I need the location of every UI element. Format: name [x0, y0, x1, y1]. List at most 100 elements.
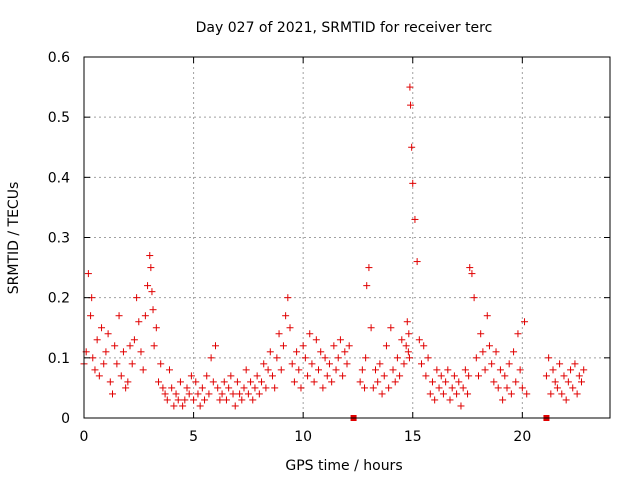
data-point: [249, 396, 257, 404]
data-point: [328, 378, 336, 386]
data-point: [408, 143, 416, 151]
data-point: [439, 390, 447, 398]
data-point: [569, 384, 577, 392]
data-point: [268, 372, 276, 380]
data-point: [413, 258, 421, 266]
data-point: [214, 384, 222, 392]
data-point: [264, 366, 272, 374]
data-point: [580, 366, 588, 374]
data-point: [455, 378, 463, 386]
data-point: [124, 378, 132, 386]
data-point: [212, 342, 219, 350]
data-point: [488, 360, 496, 368]
data-point: [273, 354, 281, 362]
data-point: [400, 360, 408, 368]
data-point: [490, 378, 498, 386]
data-point: [560, 372, 568, 380]
y-tick-label: 0.5: [48, 110, 70, 126]
data-point: [396, 372, 404, 380]
data-point: [444, 366, 452, 374]
data-point: [433, 366, 441, 374]
data-point: [141, 312, 149, 320]
data-point: [398, 336, 406, 344]
data-point: [516, 366, 524, 374]
x-tick-label: 10: [294, 429, 312, 445]
data-point: [378, 390, 386, 398]
data-point: [461, 366, 469, 374]
y-tick-label: 0: [61, 411, 70, 427]
data-point: [512, 378, 520, 386]
data-point: [407, 101, 415, 109]
data-point: [176, 378, 184, 386]
data-point: [229, 390, 237, 398]
data-point: [207, 354, 215, 362]
data-point: [483, 312, 491, 320]
data-point: [389, 366, 397, 374]
data-point: [279, 342, 287, 350]
data-point: [442, 378, 450, 386]
data-point: [363, 282, 371, 290]
data-point: [288, 360, 296, 368]
data-point: [371, 366, 379, 374]
data-point: [100, 360, 108, 368]
data-point: [216, 396, 224, 404]
data-point: [567, 366, 575, 374]
data-point: [95, 372, 103, 380]
data-point: [521, 318, 529, 326]
data-point: [247, 378, 255, 386]
data-point: [275, 330, 283, 338]
data-point: [147, 264, 155, 272]
data-point: [334, 354, 342, 362]
data-point: [573, 390, 581, 398]
data-point: [420, 342, 428, 350]
y-axis-label: SRMTID / TECUs: [6, 182, 22, 295]
data-point: [317, 348, 325, 356]
y-tick-label: 0.6: [48, 50, 70, 66]
data-point: [222, 396, 230, 404]
data-point: [187, 372, 195, 380]
x-tick-label: 15: [404, 429, 422, 445]
y-tick-label: 0.1: [48, 351, 70, 367]
data-point: [575, 372, 583, 380]
data-point: [84, 270, 92, 278]
data-point: [253, 372, 261, 380]
data-point: [428, 378, 436, 386]
data-point: [496, 366, 504, 374]
data-point: [312, 336, 320, 344]
data-point: [405, 354, 413, 362]
data-point: [190, 396, 198, 404]
data-point: [564, 378, 572, 386]
data-point: [108, 390, 116, 398]
data-point: [181, 396, 189, 404]
data-point: [330, 342, 338, 350]
data-point: [415, 336, 423, 344]
data-point: [179, 402, 187, 410]
data-point: [403, 318, 411, 326]
data-point: [382, 342, 390, 350]
data-point: [465, 372, 473, 380]
data-point: [192, 378, 200, 386]
data-point: [117, 372, 125, 380]
data-point: [242, 366, 250, 374]
data-point: [262, 384, 270, 392]
data-point: [404, 348, 412, 356]
data-point: [323, 372, 331, 380]
data-point: [422, 372, 430, 380]
y-tick-label: 0.4: [48, 170, 70, 186]
data-point: [345, 342, 353, 350]
data-point: [277, 366, 285, 374]
data-point: [505, 360, 513, 368]
data-point: [227, 372, 235, 380]
data-point: [457, 402, 465, 410]
data-point: [106, 378, 114, 386]
data-point: [369, 384, 377, 392]
chart-title: Day 027 of 2021, SRMTID for receiver ter…: [196, 20, 493, 36]
data-point: [523, 390, 531, 398]
data-point: [152, 324, 160, 332]
data-point: [185, 390, 193, 398]
data-point: [514, 330, 522, 338]
data-point: [233, 378, 241, 386]
data-point: [367, 324, 375, 332]
data-point: [556, 360, 564, 368]
data-point: [172, 390, 180, 398]
